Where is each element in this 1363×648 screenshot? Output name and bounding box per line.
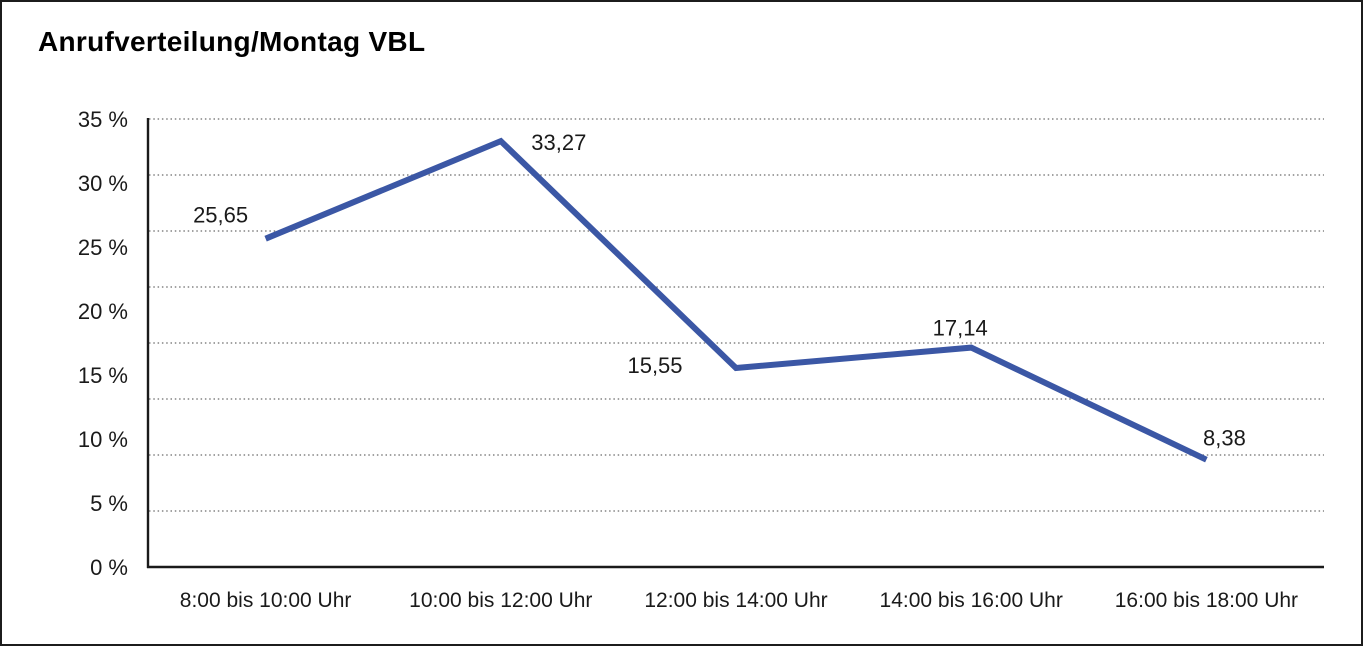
- data-point-label: 17,14: [933, 316, 988, 341]
- y-tick-label: 35 %: [78, 107, 128, 132]
- x-tick-label: 12:00 bis 14:00 Uhr: [644, 589, 827, 612]
- data-point-label: 25,65: [193, 203, 248, 228]
- data-point-label: 15,55: [627, 353, 682, 378]
- y-tick-label: 10 %: [78, 427, 128, 452]
- x-tick-label: 14:00 bis 16:00 Uhr: [880, 589, 1063, 612]
- data-point-label: 8,38: [1203, 426, 1246, 451]
- data-point-label: 33,27: [531, 130, 586, 155]
- y-tick-label: 25 %: [78, 235, 128, 260]
- x-tick-label: 8:00 bis 10:00 Uhr: [180, 589, 352, 612]
- y-tick-label: 15 %: [78, 363, 128, 388]
- y-tick-label: 5 %: [90, 491, 128, 516]
- x-tick-label: 16:00 bis 18:00 Uhr: [1115, 589, 1298, 612]
- y-tick-label: 0 %: [90, 555, 128, 580]
- y-tick-label: 20 %: [78, 299, 128, 324]
- chart-title: Anrufverteilung/Montag VBL: [38, 26, 426, 57]
- series-line: [264, 137, 1208, 463]
- y-tick-label: 30 %: [78, 171, 128, 196]
- x-tick-label: 10:00 bis 12:00 Uhr: [409, 589, 592, 612]
